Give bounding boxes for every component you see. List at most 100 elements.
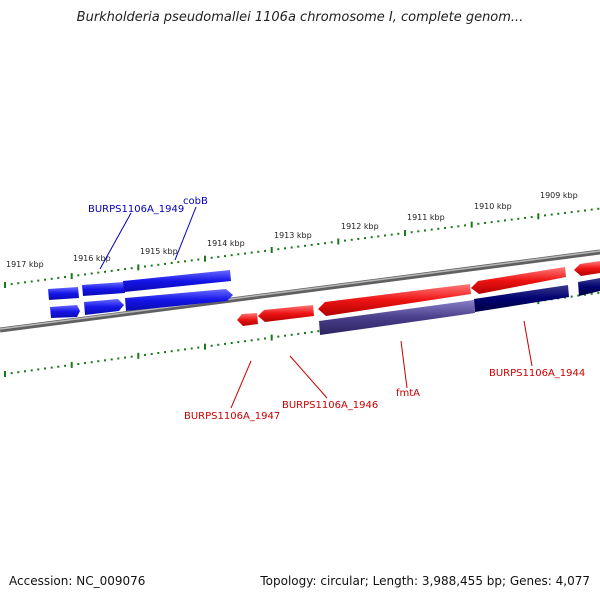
ruler-label: 1913 kbp: [274, 231, 312, 240]
minor-tick: [144, 265, 146, 268]
minor-tick: [57, 276, 60, 279]
minor-tick: [177, 349, 180, 352]
minor-tick: [350, 238, 353, 241]
minor-tick: [597, 207, 600, 210]
minor-tick: [224, 342, 226, 345]
minor-tick: [44, 367, 46, 370]
minor-tick: [497, 220, 500, 223]
major-tick: [404, 230, 406, 236]
gene-arrow[interactable]: [237, 313, 258, 326]
minor-tick: [330, 241, 333, 244]
minor-tick: [504, 219, 506, 222]
minor-tick: [130, 355, 133, 358]
minor-tick: [450, 226, 453, 229]
ruler-label: 1909 kbp: [540, 191, 578, 200]
minor-tick: [24, 370, 26, 373]
minor-tick: [117, 269, 120, 271]
minor-tick: [244, 252, 246, 255]
gene-label[interactable]: BURPS1106A_1944: [489, 368, 585, 379]
gene-arrow[interactable]: [84, 299, 124, 315]
gene-arrow[interactable]: [578, 278, 600, 296]
gene-arrow[interactable]: [123, 270, 231, 292]
minor-tick: [37, 368, 40, 371]
minor-tick: [90, 361, 93, 364]
minor-tick: [457, 225, 460, 228]
gene-arrow[interactable]: [258, 305, 314, 322]
minor-tick: [384, 234, 386, 237]
major-tick: [270, 247, 273, 253]
minor-tick: [550, 213, 553, 216]
minor-tick: [224, 255, 226, 258]
gene-arrow[interactable]: [319, 300, 475, 335]
minor-tick: [44, 278, 46, 281]
minor-tick: [570, 295, 573, 298]
minor-tick: [584, 293, 586, 296]
leader-line: [230, 360, 252, 409]
minor-tick: [584, 209, 586, 212]
gene-arrow[interactable]: [125, 289, 233, 311]
minor-tick: [564, 211, 566, 214]
minor-tick: [297, 245, 300, 248]
minor-tick: [250, 339, 253, 342]
minor-tick: [117, 357, 120, 360]
minor-tick: [97, 271, 100, 274]
gene-arrow[interactable]: [48, 287, 79, 300]
minor-tick: [230, 254, 233, 257]
minor-tick: [17, 282, 20, 285]
minor-tick: [184, 348, 186, 351]
minor-tick: [64, 276, 66, 278]
minor-tick: [237, 341, 240, 344]
minor-tick: [284, 247, 286, 250]
minor-tick: [24, 281, 26, 284]
forward-genes: [48, 270, 233, 318]
minor-tick: [150, 264, 153, 267]
minor-tick: [317, 243, 320, 245]
minor-tick: [110, 358, 113, 361]
minor-tick: [317, 330, 320, 333]
gene-label[interactable]: cobB: [183, 196, 208, 207]
major-tick: [270, 334, 273, 341]
minor-tick: [377, 235, 380, 238]
minor-tick: [90, 272, 93, 275]
minor-tick: [210, 344, 213, 347]
minor-tick: [257, 338, 260, 341]
minor-tick: [170, 262, 173, 264]
minor-tick: [97, 360, 100, 363]
gene-arrow[interactable]: [50, 305, 80, 318]
minor-tick: [157, 352, 160, 354]
gene-arrow-selected[interactable]: [474, 285, 569, 312]
minor-tick: [250, 251, 253, 254]
minor-tick: [370, 236, 373, 239]
gene-label[interactable]: BURPS1106A_1949: [88, 204, 184, 215]
minor-tick: [104, 270, 106, 273]
gene-arrow[interactable]: [82, 282, 125, 296]
ruler-label: 1910 kbp: [474, 202, 512, 211]
major-tick: [4, 371, 6, 377]
gene-arrow[interactable]: [471, 267, 566, 294]
minor-tick: [577, 294, 580, 297]
upper-ruler: [4, 207, 600, 288]
minor-tick: [464, 224, 466, 227]
gene-arrow[interactable]: [318, 284, 471, 316]
minor-tick: [290, 333, 293, 336]
gene-label[interactable]: fmtA: [396, 388, 420, 399]
gene-label[interactable]: BURPS1106A_1947: [184, 411, 280, 422]
minor-tick: [277, 248, 280, 251]
major-tick: [204, 343, 206, 350]
minor-tick: [304, 244, 306, 247]
minor-tick: [30, 280, 33, 283]
gene-label[interactable]: BURPS1106A_1946: [282, 400, 378, 411]
minor-tick: [197, 346, 200, 349]
leader-line: [523, 320, 533, 367]
minor-tick: [190, 347, 193, 350]
minor-tick: [310, 331, 313, 334]
ruler-label: 1914 kbp: [207, 239, 245, 248]
minor-tick: [304, 332, 306, 334]
minor-tick: [264, 249, 266, 252]
minor-tick: [544, 214, 546, 217]
minor-tick: [144, 353, 146, 356]
minor-tick: [164, 262, 166, 265]
gene-arrow[interactable]: [574, 261, 600, 276]
minor-tick: [110, 269, 113, 272]
